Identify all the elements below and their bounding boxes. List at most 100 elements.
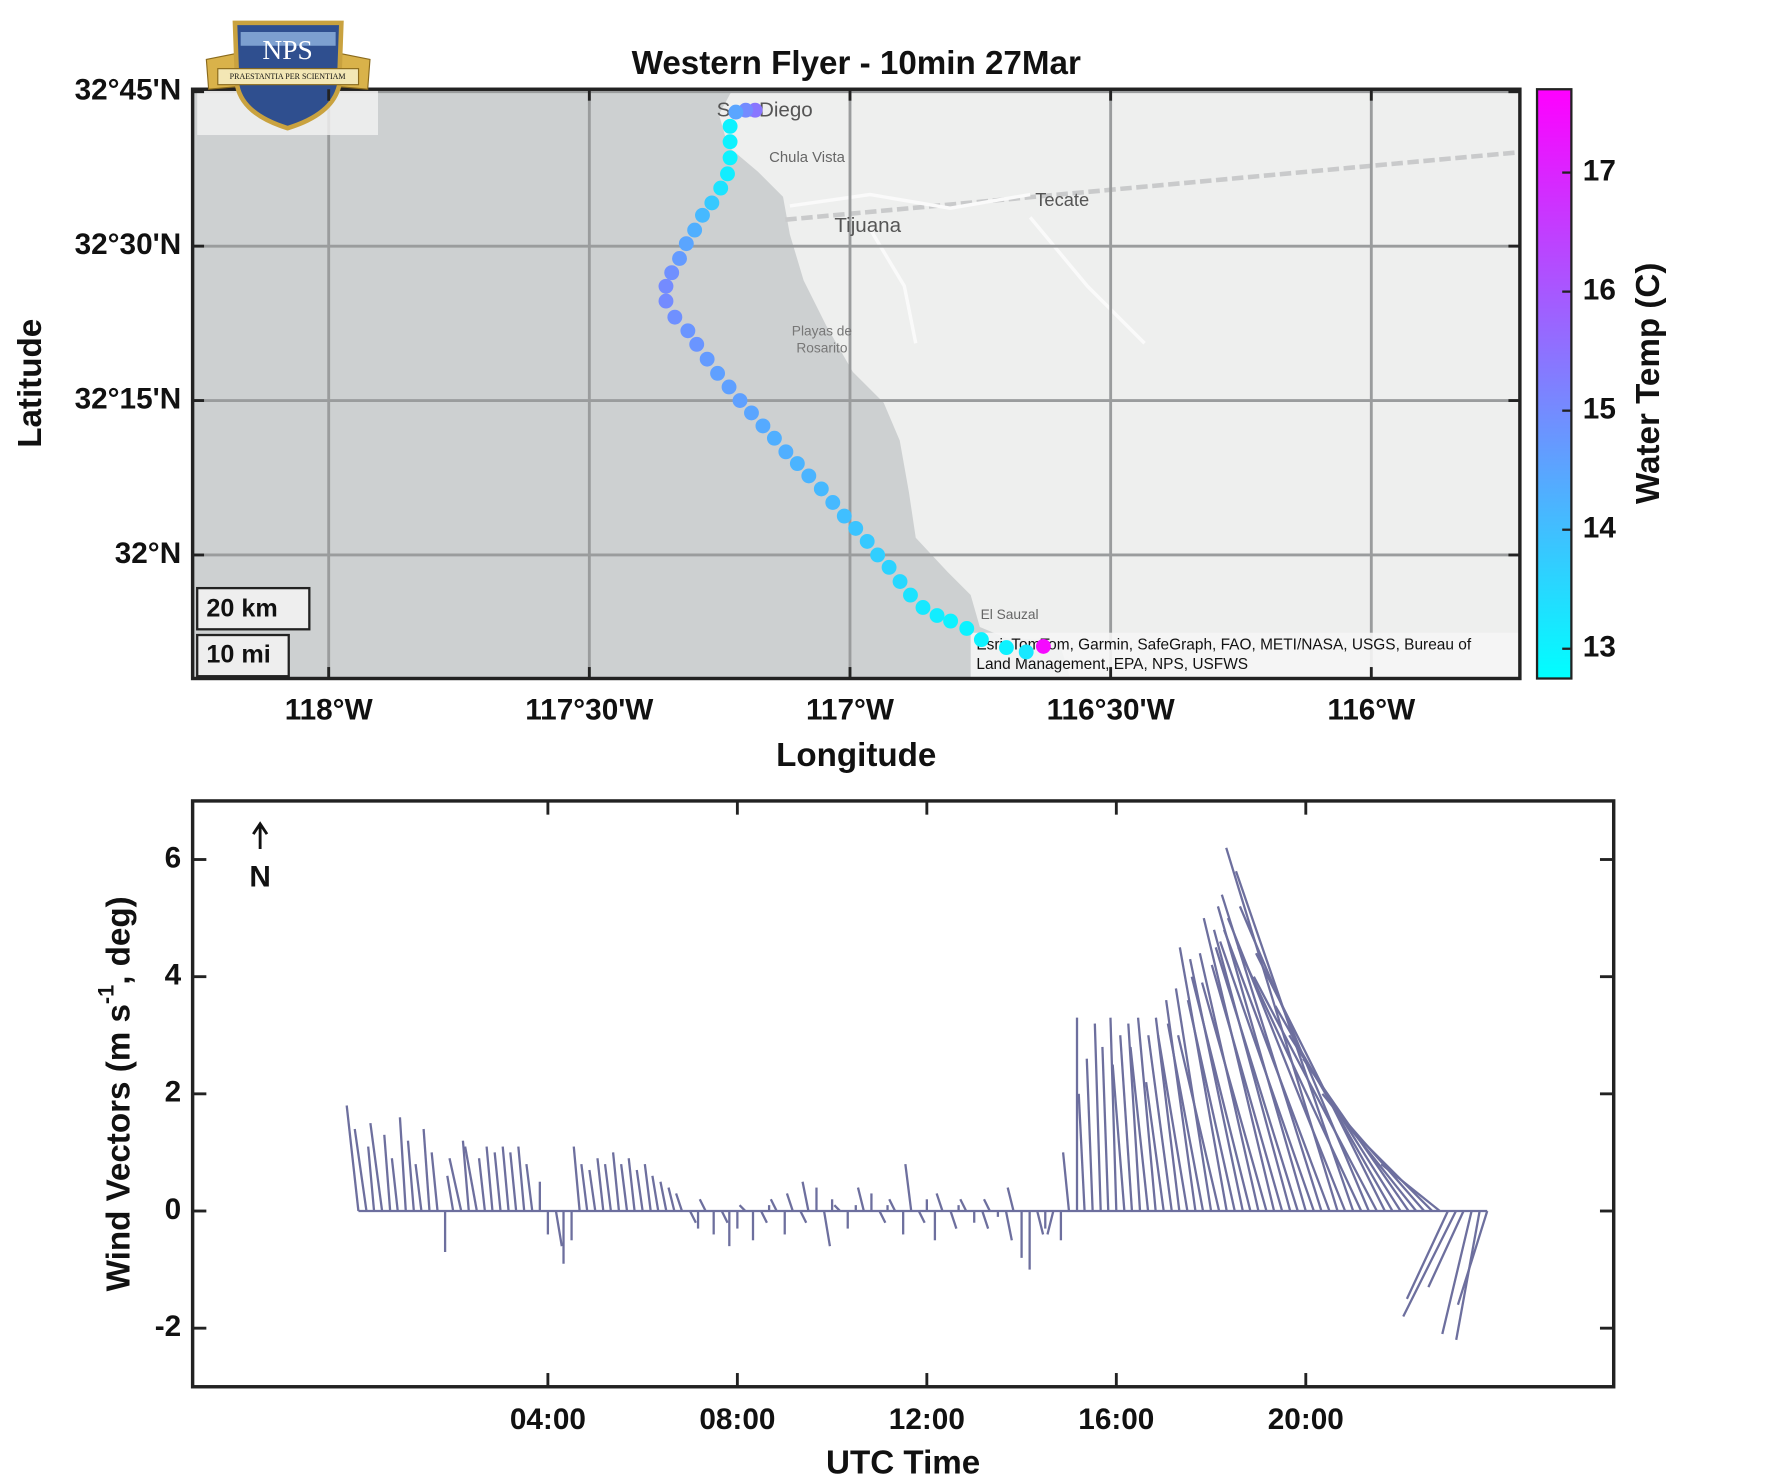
wind-vector (493, 1152, 502, 1212)
wind-vector (1380, 1163, 1441, 1212)
scale-label: 10 mi (206, 640, 270, 668)
wind-vector (856, 1187, 865, 1212)
wind-vector (1077, 1093, 1086, 1212)
wind-vector (1101, 1046, 1110, 1212)
wind-vector (801, 1181, 810, 1212)
wind-vector (620, 1163, 629, 1212)
wind-vector (1119, 1035, 1134, 1212)
map-grid (192, 89, 1520, 679)
wind-vectors (345, 847, 1489, 1341)
wind-vector (917, 1210, 926, 1224)
colorbar (1535, 88, 1573, 680)
x-tick-label: 12:00 (889, 1403, 965, 1436)
attribution: Land Management, EPA, NPS, USFWS (976, 656, 1248, 673)
y-tick-label: 32°45'N (75, 74, 182, 107)
wind-vector (414, 1163, 423, 1212)
wind-vector (888, 1198, 897, 1212)
x-tick-label: 116°W (1327, 694, 1416, 727)
wind-vector (446, 1175, 455, 1212)
track-point (892, 574, 908, 589)
wind-vector (1200, 982, 1268, 1212)
y-tick-label: 2 (165, 1076, 182, 1109)
track-point (689, 336, 705, 352)
track-point (695, 207, 710, 223)
chart-title: Western Flyer - 10min 27Mar (632, 45, 1081, 82)
track-point (699, 351, 715, 367)
track-point (1018, 644, 1034, 660)
wind-vector (572, 1146, 581, 1212)
wind-vector (1093, 1023, 1102, 1212)
basemap (192, 89, 1521, 679)
x-axis-label: UTC Time (826, 1444, 980, 1476)
attribution-box (970, 632, 1520, 679)
wind-vector (1109, 1017, 1118, 1212)
wind-vector (477, 1158, 487, 1212)
wind-vector (430, 1152, 439, 1212)
wind-vector (603, 1163, 613, 1212)
place-label: Playas de (792, 323, 853, 338)
track-point (766, 430, 782, 446)
colorbar-label: Water Temp (C) (1630, 263, 1667, 504)
track-point (859, 533, 875, 549)
x-tick-label: 16:00 (1078, 1403, 1154, 1436)
track-point (722, 150, 738, 166)
wind-vector (509, 1152, 518, 1212)
y-tick-label: 4 (165, 959, 182, 992)
track-point (801, 468, 817, 484)
track-point (687, 222, 703, 238)
y-tick-label: 0 (165, 1193, 182, 1226)
wind-vector (1046, 1210, 1055, 1235)
y-tick-label: 32°N (115, 537, 181, 570)
y-axis-label: Latitude (12, 319, 49, 448)
track-point (943, 613, 959, 629)
wind-vector (720, 1210, 729, 1224)
track-point (728, 104, 744, 120)
track-point (680, 323, 696, 339)
wind-vector (611, 1152, 621, 1212)
wind-vector (1144, 1081, 1165, 1212)
wind-vector (981, 1210, 990, 1229)
wind-vector (383, 1134, 392, 1212)
wind-vector (1427, 1210, 1465, 1288)
wind-vector (1085, 1058, 1094, 1212)
track-point (755, 418, 771, 434)
wind-vector (485, 1146, 494, 1212)
wind-vector (1202, 917, 1276, 1212)
wind-vector (345, 1105, 360, 1212)
wind-vector (1136, 1017, 1157, 1212)
track-point (998, 640, 1014, 656)
logo: NPS PRAESTANTIA PER SCIENTIAM (205, 20, 371, 131)
wind-vector (1222, 929, 1331, 1212)
wind-vector (982, 1198, 991, 1212)
track-point (973, 632, 989, 648)
colorbar-tick-label: 15 (1583, 393, 1616, 426)
track-point (672, 251, 687, 266)
wind-vector (1111, 1064, 1126, 1212)
x-tick-label: 117°W (806, 694, 895, 727)
wind-vector (1321, 1093, 1418, 1212)
wind-vector (1214, 947, 1299, 1212)
wind-vector (769, 1198, 778, 1212)
wind-vector (588, 1169, 597, 1212)
wind-vector (935, 1193, 944, 1212)
colorbar-tick-label: 13 (1583, 631, 1616, 664)
wind-vector (627, 1158, 636, 1212)
wind-vector (1006, 1187, 1015, 1212)
roads (789, 192, 1146, 345)
logo-band (240, 32, 336, 46)
track-point (929, 608, 945, 623)
wind-vector (596, 1158, 605, 1212)
track-point (721, 379, 737, 395)
wind-vector (878, 1210, 887, 1224)
wind-vector (406, 1140, 415, 1212)
wind-vector (463, 1146, 478, 1212)
wind-vector (688, 1210, 697, 1224)
wind-vector (1176, 1034, 1221, 1212)
track-point (710, 365, 726, 381)
track-point (778, 444, 794, 460)
attribution: Esri, TomTom, Garmin, SafeGraph, FAO, ME… (976, 636, 1471, 653)
track-point (881, 559, 897, 575)
track-point (813, 481, 829, 497)
